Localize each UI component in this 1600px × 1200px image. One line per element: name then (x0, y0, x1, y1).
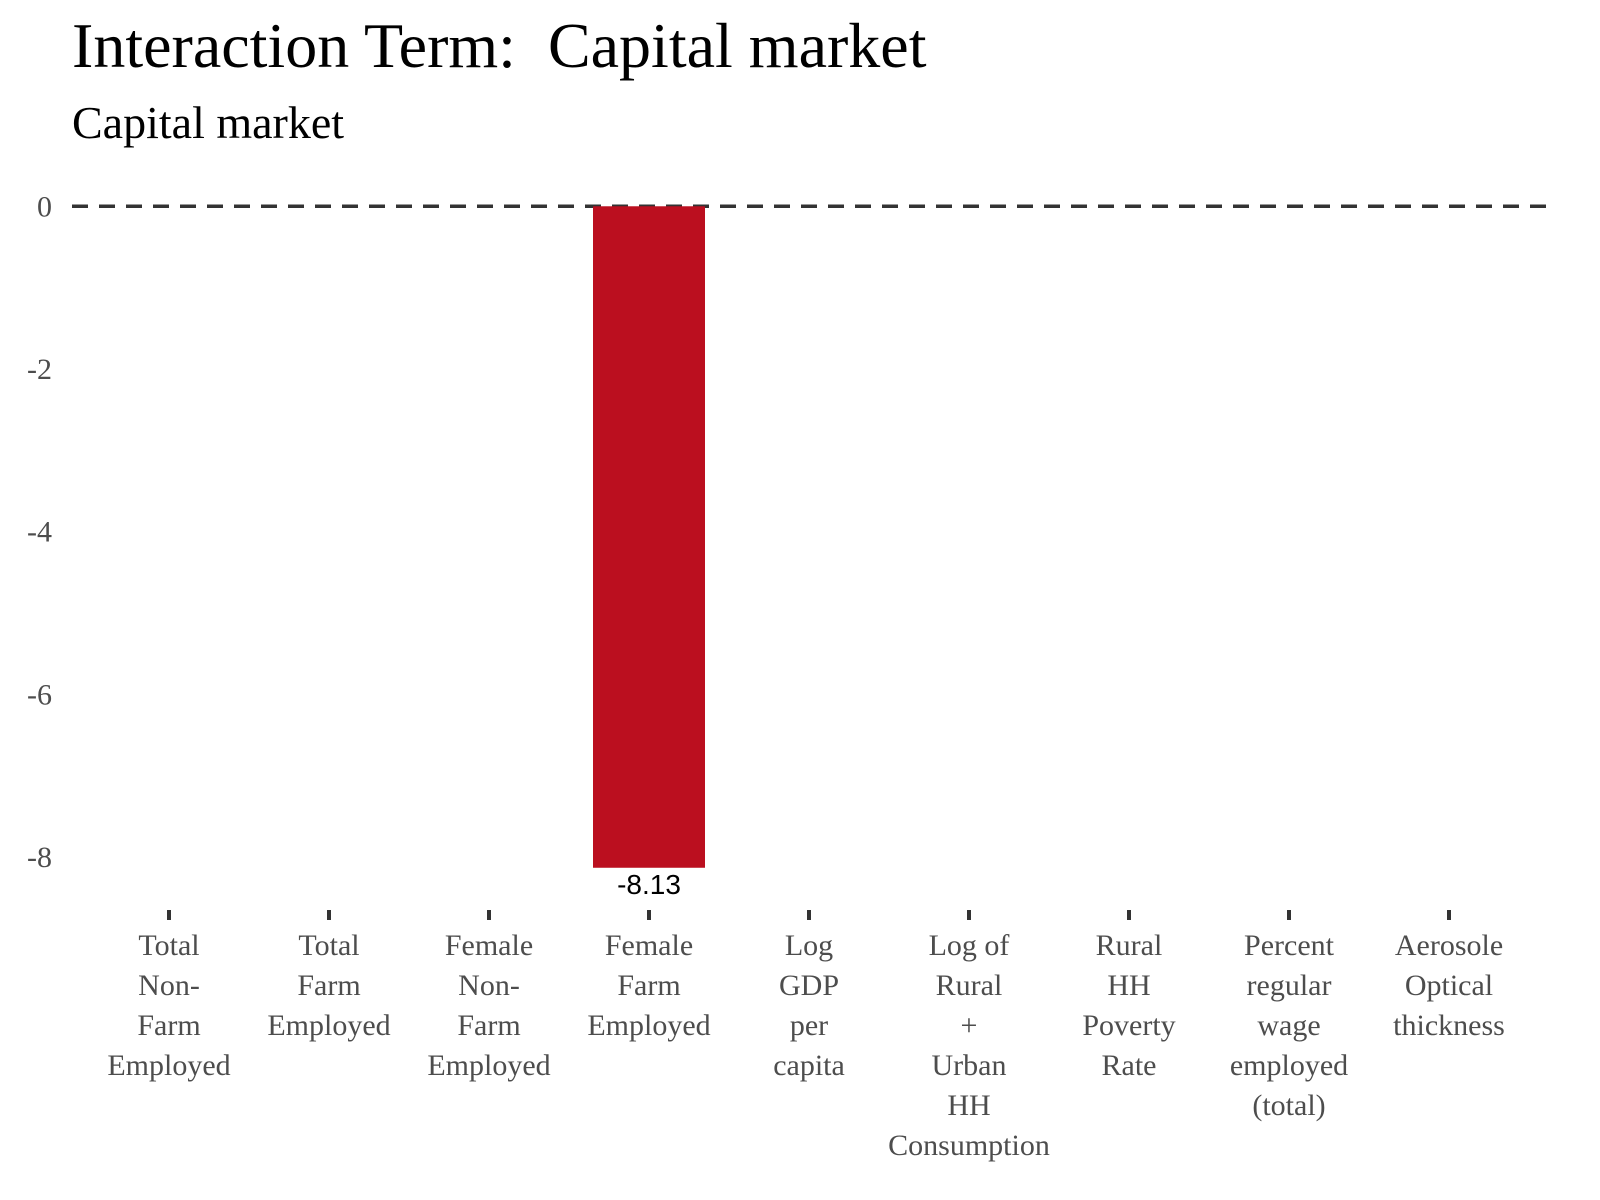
x-tick-label: Percent regular wage employed (total) (1230, 929, 1348, 1122)
x-tick-label: Total Farm Employed (267, 929, 390, 1042)
data-labels: -8.13 (617, 869, 681, 900)
x-tick-label: Log of Rural + Urban HH Consumption (888, 929, 1050, 1162)
y-axis: 0 -2 -4 -6 -8 (27, 190, 52, 874)
y-tick-label: -8 (27, 841, 52, 874)
chart-title: Interaction Term: Capital market (72, 10, 927, 81)
x-axis: Total Non-Farm Employed Total Farm Employed Fe… (107, 910, 1505, 1162)
x-tick-label: Female Non-Farm Employed (427, 929, 550, 1082)
y-tick-label: -6 (27, 678, 52, 711)
y-tick-label: -2 (27, 353, 52, 386)
x-tick-label: Aerosole Optical thickness (1393, 929, 1505, 1042)
x-tick-label: Female Farm Employed (587, 929, 710, 1042)
y-tick-label: -4 (27, 516, 52, 549)
x-tick-label: Rural HH Poverty Rate (1082, 929, 1175, 1082)
bars (593, 206, 705, 868)
data-label: -8.13 (617, 869, 681, 900)
chart-subtitle: Capital market (72, 97, 345, 148)
y-tick-label: 0 (37, 190, 52, 223)
bar (593, 206, 705, 868)
x-tick-label: Log GDP per capita (773, 929, 845, 1082)
x-tick-label: Total Non-Farm Employed (107, 929, 230, 1082)
